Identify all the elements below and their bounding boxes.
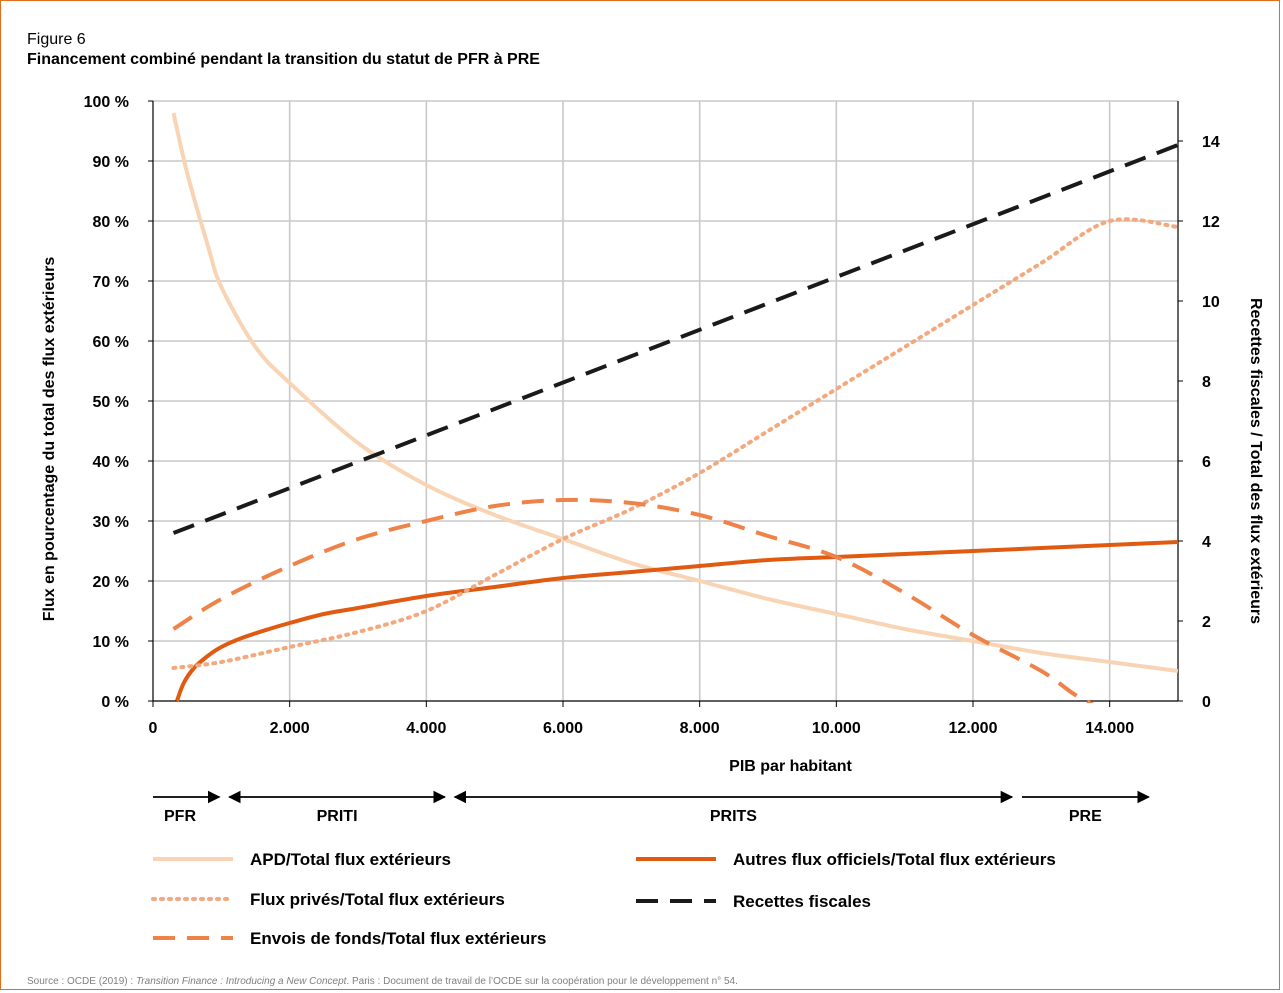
y2-tick-label: 4 [1202, 534, 1211, 551]
axes-layer: 0 2.000 4.000 6.000 8.000 10.000 12.000 14.000 0… [41, 94, 1264, 775]
x-tick-label: 4.000 [406, 720, 446, 737]
x-tick-label: 10.000 [812, 720, 861, 737]
x-tick-label: 12.000 [949, 720, 998, 737]
y2-tick-label: 2 [1202, 614, 1211, 631]
figure-title: Financement combiné pendant la transitio… [27, 51, 540, 68]
y2-tick-label: 0 [1202, 694, 1211, 711]
grid-layer [153, 100, 1178, 701]
series-line-autres-flux-officiels-total-flux-ext-rieurs [175, 540, 1178, 702]
y-tick-label: 70 % [93, 274, 129, 291]
phase-label-priti: PRITI [317, 808, 358, 825]
series-line-flux-priv-s-total-flux-ext-rieurs [171, 217, 1178, 670]
legend-label-flux-priv-s-total-flux-ext-rieurs: Flux privés/Total flux extérieurs [250, 890, 505, 909]
y-axis-title: Flux en pourcentage du total des flux ex… [41, 257, 58, 622]
income-phase-arrows: PFR PRITI PRITS PRE [153, 790, 1150, 825]
y-tick-label: 50 % [93, 394, 129, 411]
y-tick-label: 30 % [93, 514, 129, 531]
x-tick-label: 6.000 [543, 720, 583, 737]
source-title: Transition Finance : Introducing a New C… [135, 976, 347, 987]
y-tick-label: 80 % [93, 214, 129, 231]
y-tick-label: 10 % [93, 634, 129, 651]
y2-tick-label: 10 [1202, 294, 1220, 311]
series-line-recettes-fiscales [172, 143, 1178, 535]
y-tick-label: 90 % [93, 154, 129, 171]
y-tick-label: 20 % [93, 574, 129, 591]
legend-label-apd-total-flux-ext-rieurs: APD/Total flux extérieurs [250, 850, 451, 869]
source-suffix: . Paris : Document de travail de l’OCDE … [346, 976, 738, 987]
y2-tick-label: 6 [1202, 454, 1211, 471]
legend-label-autres-flux-officiels-total-flux-ext-rieurs: Autres flux officiels/Total flux extérie… [733, 850, 1056, 869]
series-layer [171, 112, 1178, 703]
x-tick-label: 14.000 [1085, 720, 1134, 737]
x-axis-title: PIB par habitant [729, 758, 852, 775]
series-line-apd-total-flux-ext-rieurs [171, 112, 1178, 673]
figure-label: Figure 6 [27, 31, 86, 48]
y2-tick-label: 14 [1202, 134, 1220, 151]
legend: APD/Total flux extérieurs Autres flux off… [151, 850, 1056, 948]
y-tick-label: 0 % [101, 694, 129, 711]
y2-tick-label: 12 [1202, 214, 1220, 231]
phase-label-prits: PRITS [710, 808, 757, 825]
y-tick-label: 100 % [84, 94, 129, 111]
phase-label-pre: PRE [1069, 808, 1102, 825]
x-tick-label: 2.000 [270, 720, 310, 737]
legend-label-envois-de-fonds-total-flux-ext-rieurs: Envois de fonds/Total flux extérieurs [250, 929, 546, 948]
y2-axis-title: Recettes fiscales / Total des flux extér… [1247, 298, 1264, 624]
source-note: Source : OCDE (2019) : Transition Financ… [27, 976, 738, 987]
x-tick-label: 8.000 [680, 720, 720, 737]
phase-label-pfr: PFR [164, 808, 196, 825]
legend-label-recettes-fiscales: Recettes fiscales [733, 892, 871, 911]
x-tick-label: 0 [149, 720, 158, 737]
y-tick-label: 60 % [93, 334, 129, 351]
y2-tick-label: 8 [1202, 374, 1211, 391]
series-line-envois-de-fonds-total-flux-ext-rieurs [172, 497, 1095, 703]
source-prefix: Source : OCDE (2019) : [27, 976, 136, 987]
y-tick-label: 40 % [93, 454, 129, 471]
